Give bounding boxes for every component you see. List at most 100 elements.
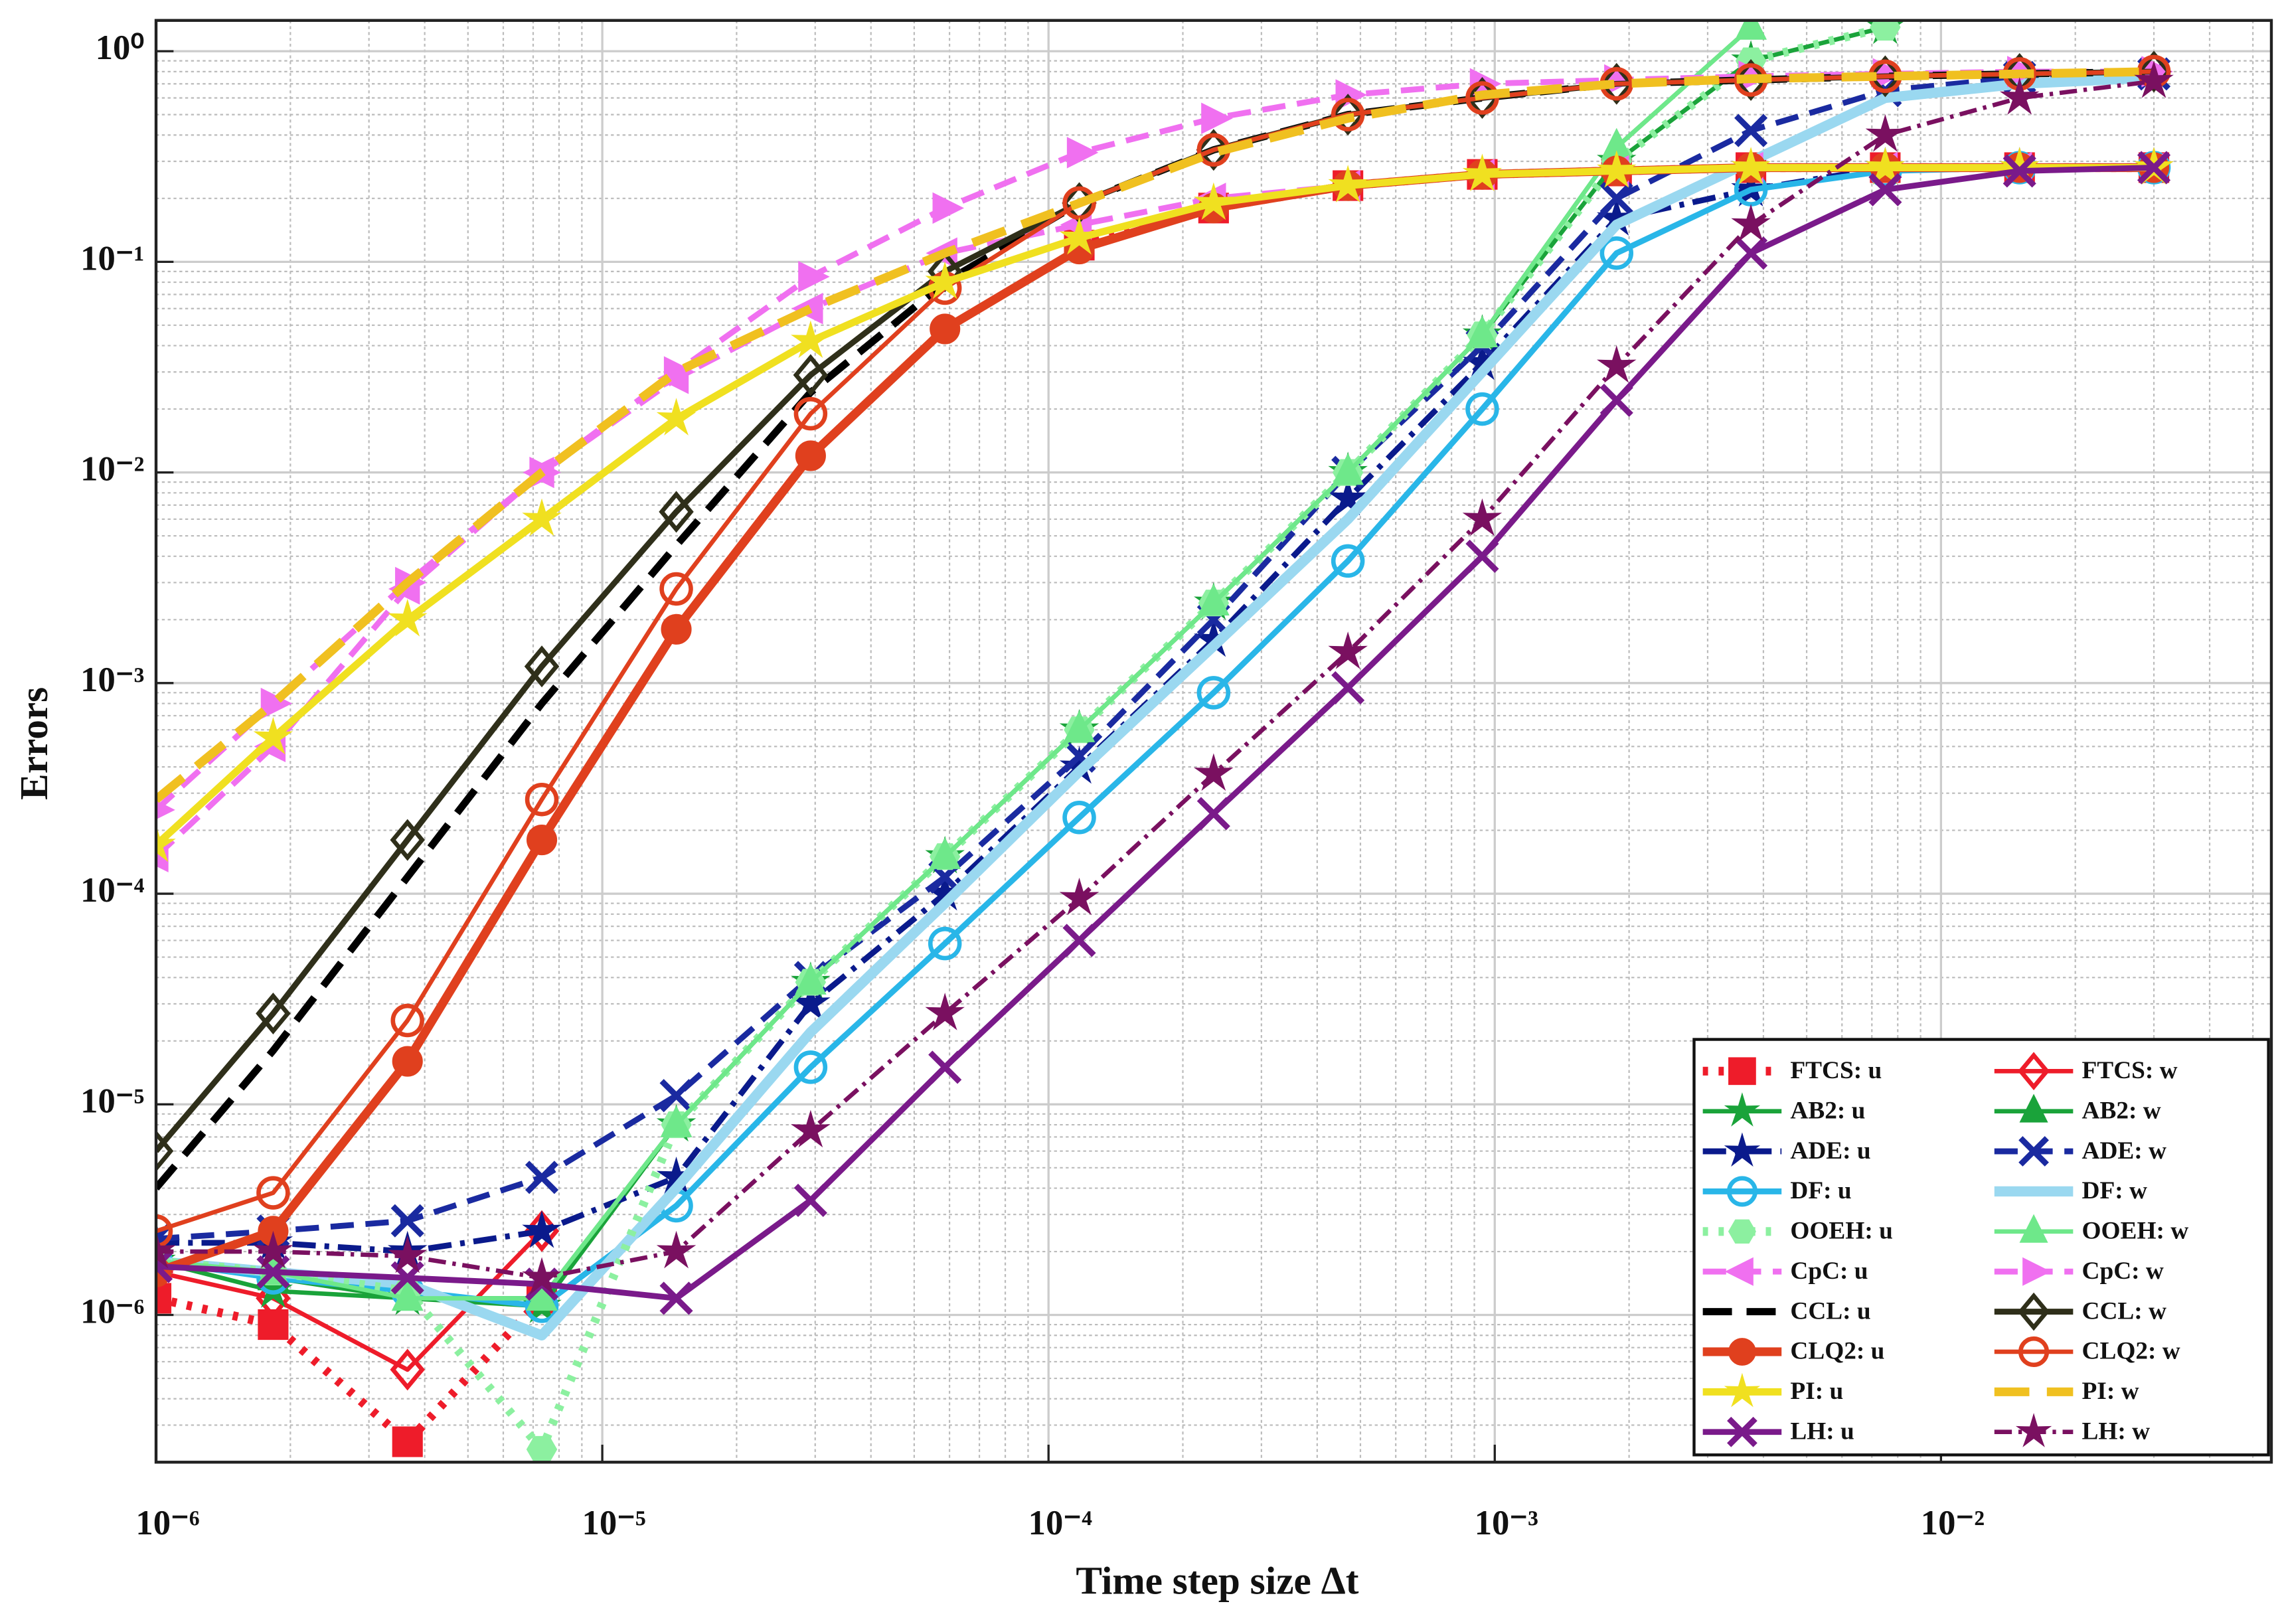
marker [1597, 345, 1637, 383]
x-tick-label: 10⁻³ [1475, 1504, 1538, 1542]
marker [661, 613, 692, 645]
marker [656, 1230, 696, 1269]
marker [2018, 1052, 2050, 1091]
marker [2018, 1136, 2049, 1167]
marker [793, 354, 829, 396]
marker [928, 926, 962, 961]
marker [390, 1003, 424, 1038]
y-tick-label: 10⁻³ [80, 661, 144, 699]
marker [929, 837, 961, 869]
legend-marker [1728, 1057, 1756, 1086]
marker [1201, 102, 1233, 134]
marker [1868, 55, 1903, 98]
marker [1196, 797, 1230, 831]
series-line [156, 70, 2155, 1242]
marker [1196, 676, 1231, 710]
legend-label: PI: u [1790, 1378, 1843, 1405]
marker [1734, 236, 1768, 270]
marker [793, 1183, 827, 1217]
legend-label: CLQ2: u [1790, 1338, 1884, 1365]
marker [930, 313, 961, 345]
marker [1724, 1372, 1761, 1408]
marker [390, 819, 425, 861]
marker [156, 1283, 172, 1314]
marker [1735, 20, 1767, 40]
series-line [156, 23, 1887, 1454]
series-line [156, 165, 2155, 1301]
legend-label: OOEH: u [1790, 1218, 1892, 1245]
marker [387, 599, 428, 637]
y-axis-label: Errors [12, 687, 56, 800]
x-tick-label: 10⁻⁴ [1028, 1504, 1092, 1542]
legend-marker [1726, 1176, 1757, 1207]
marker [1059, 877, 1100, 916]
marker [1731, 147, 1771, 185]
legend-marker [2018, 1052, 2050, 1091]
marker [659, 1079, 693, 1113]
marker [1599, 236, 1634, 270]
legend-marker [1727, 1416, 1757, 1447]
marker [1733, 58, 1769, 101]
marker [1062, 801, 1096, 835]
legend-label: CLQ2: w [2082, 1338, 2180, 1365]
legend-label: CCL: w [2082, 1297, 2167, 1325]
marker [1194, 753, 1234, 791]
marker [2134, 60, 2174, 98]
marker [1059, 216, 1100, 255]
marker [1462, 153, 1503, 192]
marker [2136, 50, 2172, 93]
marker [156, 1214, 173, 1248]
marker [390, 1348, 425, 1391]
marker [1865, 147, 1906, 185]
marker [1599, 62, 1635, 105]
marker [525, 1161, 559, 1194]
legend-marker [2018, 1292, 2050, 1331]
marker [659, 491, 694, 533]
legend-box [1692, 1038, 2270, 1457]
marker [391, 1279, 424, 1311]
marker [522, 498, 562, 536]
marker [2019, 1214, 2048, 1243]
marker [253, 1230, 293, 1269]
marker [1728, 1219, 1756, 1244]
marker [1062, 924, 1096, 957]
legend-label: PI: w [2082, 1378, 2139, 1405]
series-line [156, 163, 2155, 848]
marker [1728, 1057, 1756, 1086]
legend-marker [1724, 1132, 1761, 1167]
marker [1865, 114, 1906, 152]
y-tick-label: 10⁻⁴ [80, 871, 144, 910]
marker [1731, 204, 1771, 242]
legend-marker [1724, 1257, 1754, 1286]
marker [526, 825, 558, 856]
marker [525, 782, 559, 817]
ticks: 10⁻⁶ 10⁻⁵ 10⁻⁴ 10⁻³ 10⁻² 10⁻⁶ 10⁻⁵ 10⁻⁴ 10⁻³ 10⁻²… [80, 29, 1985, 1542]
marker [156, 1250, 173, 1283]
legend-marker [2022, 1257, 2052, 1286]
marker [793, 1050, 828, 1084]
marker [1330, 94, 1366, 136]
marker [387, 1235, 428, 1273]
marker [1066, 137, 1099, 169]
marker [1328, 477, 1368, 516]
legend-marker [2015, 1413, 2052, 1447]
marker [1331, 98, 1365, 131]
marker [1726, 1176, 1757, 1207]
legend-label: LH: u [1790, 1418, 1854, 1445]
series-line [156, 67, 2155, 803]
x-tick-label: 10⁻⁵ [582, 1504, 646, 1542]
marker [156, 1130, 174, 1173]
y-tick-label: 10⁰ [96, 29, 145, 67]
marker [1194, 182, 1234, 220]
legend: FTCS: u FTCS: w AB2: u AB2: w ADE: u ADE: w DF… [1692, 1038, 2270, 1457]
marker [1599, 181, 1633, 215]
series-line [156, 163, 2155, 1447]
legend-marker [2018, 1336, 2050, 1368]
marker [522, 1257, 562, 1295]
marker [791, 320, 831, 359]
marker [1332, 453, 1364, 485]
legend-marker [2019, 1094, 2048, 1123]
marker [256, 992, 291, 1034]
y-tick-label: 10⁻⁵ [80, 1082, 144, 1120]
marker [1724, 1257, 1754, 1286]
